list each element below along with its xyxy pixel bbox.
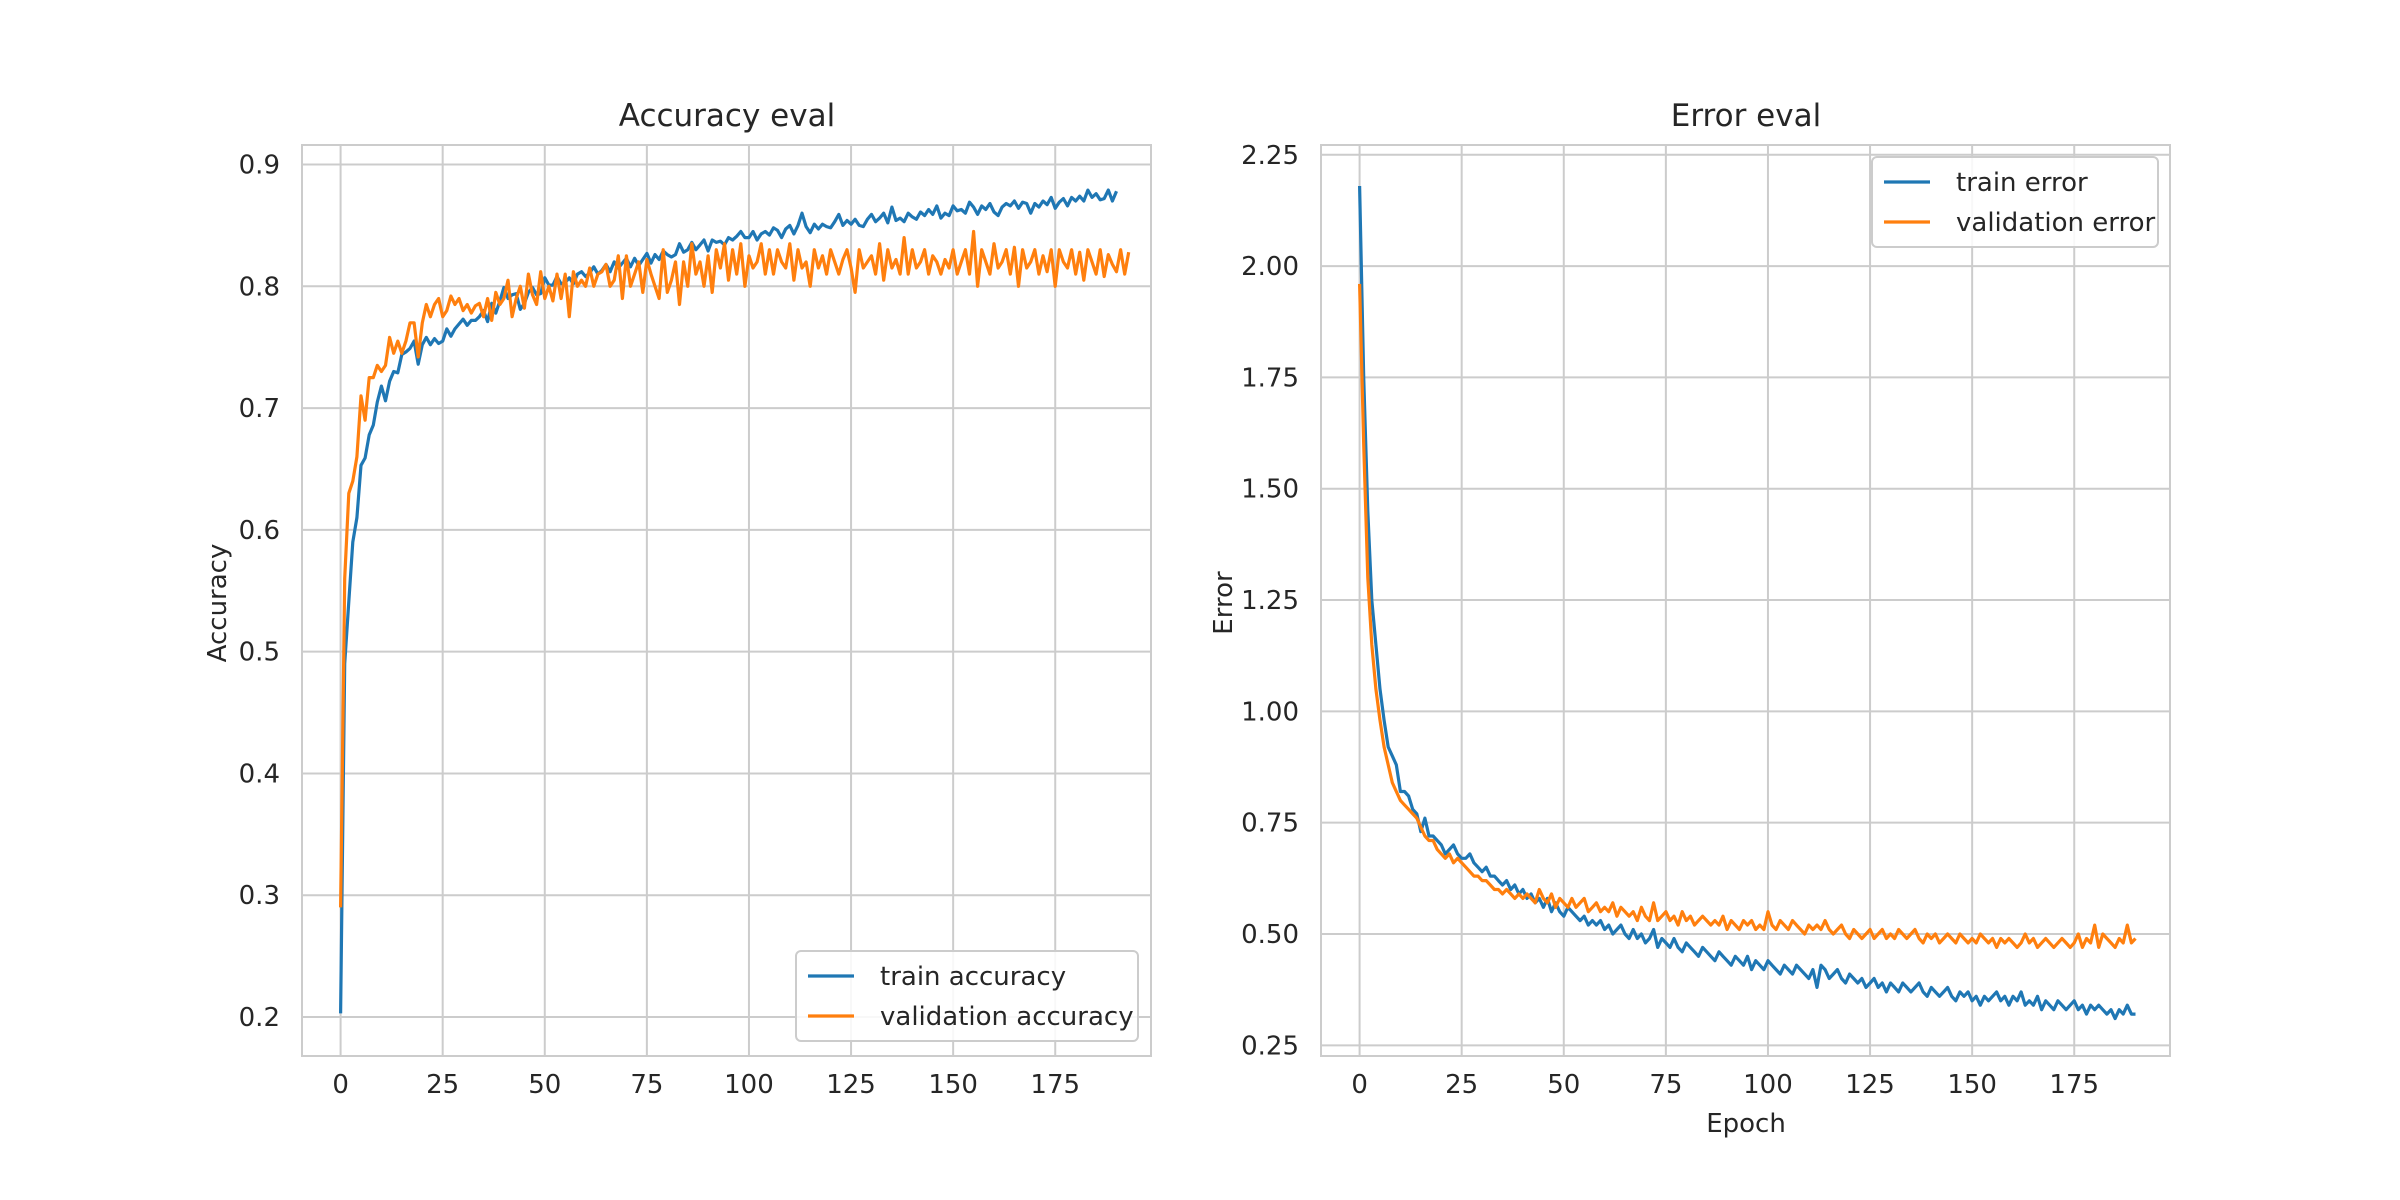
error-y-tick-label: 2.00 (1241, 252, 1299, 282)
accuracy-x-tick-label: 150 (928, 1070, 978, 1100)
error-y-tick-label: 1.75 (1241, 363, 1299, 393)
error-x-tick-label: 0 (1351, 1070, 1368, 1100)
error-y-tick-label: 0.50 (1241, 920, 1299, 950)
accuracy-x-tick-label: 125 (826, 1070, 876, 1100)
error-x-tick-label: 75 (1649, 1070, 1682, 1100)
accuracy-panel: 0 25 50 75 100 125 150 175 0.2 0.3 0.4 0.5 0.6 0.7 0.8… (203, 98, 1152, 1100)
error-series-line-validation (1358, 283, 2137, 949)
accuracy-chart-title: Accuracy eval (619, 98, 835, 134)
accuracy-y-tick-label: 0.8 (239, 272, 280, 302)
accuracy-legend-label: train accuracy (880, 962, 1066, 992)
error-legend-box (1871, 156, 2159, 248)
error-y-tick-label: 2.25 (1241, 141, 1299, 171)
error-legend-label: validation error (1956, 208, 2156, 238)
error-x-axis-label: Epoch (1706, 1109, 1786, 1139)
error-x-tick-label: 100 (1743, 1070, 1793, 1100)
accuracy-axes-frame (301, 144, 1152, 1057)
accuracy-y-tick-label: 0.4 (239, 759, 280, 789)
error-legend: train error validation error (1871, 156, 2159, 248)
accuracy-x-tick-label: 175 (1030, 1070, 1080, 1100)
error-y-tick-label: 1.00 (1241, 697, 1299, 727)
accuracy-legend-box (795, 950, 1139, 1042)
error-y-tick-label: 0.75 (1241, 809, 1299, 839)
error-y-tick-label: 0.25 (1241, 1031, 1299, 1061)
accuracy-y-tick-label: 0.2 (239, 1003, 280, 1033)
accuracy-series-line-validation (339, 229, 1131, 908)
accuracy-x-tick-label: 50 (528, 1070, 561, 1100)
accuracy-y-tick-label: 0.3 (239, 881, 280, 911)
error-series-line-train (1358, 185, 2136, 1021)
accuracy-legend-label: validation accuracy (880, 1002, 1134, 1032)
accuracy-x-tick-label: 0 (332, 1070, 349, 1100)
accuracy-x-tick-label: 75 (630, 1070, 663, 1100)
error-y-tick-label: 1.50 (1241, 475, 1299, 505)
error-y-tick-label: 1.25 (1241, 586, 1299, 616)
accuracy-legend: train accuracy validation accuracy (795, 950, 1139, 1042)
accuracy-x-tick-label: 100 (724, 1070, 774, 1100)
error-x-tick-label: 50 (1547, 1070, 1580, 1100)
error-y-axis-label: Error (1209, 571, 1239, 635)
error-x-tick-label: 125 (1845, 1070, 1895, 1100)
error-x-tick-label: 150 (1947, 1070, 1997, 1100)
error-panel: 0 25 50 75 100 125 150 175 0.25 0.50 0.75 1.00 1.25 1… (1209, 98, 2171, 1139)
error-chart-title: Error eval (1671, 98, 1821, 134)
accuracy-y-tick-label: 0.9 (239, 150, 280, 180)
accuracy-x-tick-label: 25 (426, 1070, 459, 1100)
accuracy-y-tick-label: 0.7 (239, 394, 280, 424)
accuracy-plot-background (302, 145, 1151, 1056)
error-legend-label: train error (1956, 168, 2088, 198)
error-plot-area: 0 25 50 75 100 125 150 175 0.25 0.50 0.75 1.00 1.25 1… (1241, 141, 2171, 1100)
accuracy-y-axis-label: Accuracy (203, 544, 233, 663)
error-axes-frame (1320, 144, 2171, 1057)
accuracy-y-tick-label: 0.6 (239, 516, 280, 546)
accuracy-plot-area: 0 25 50 75 100 125 150 175 0.2 0.3 0.4 0.5 0.6 0.7 0.8… (239, 144, 1152, 1100)
error-x-tick-label: 175 (2049, 1070, 2099, 1100)
accuracy-series-line-train (339, 188, 1118, 1014)
error-x-tick-label: 25 (1445, 1070, 1478, 1100)
accuracy-y-tick-label: 0.5 (239, 638, 280, 668)
